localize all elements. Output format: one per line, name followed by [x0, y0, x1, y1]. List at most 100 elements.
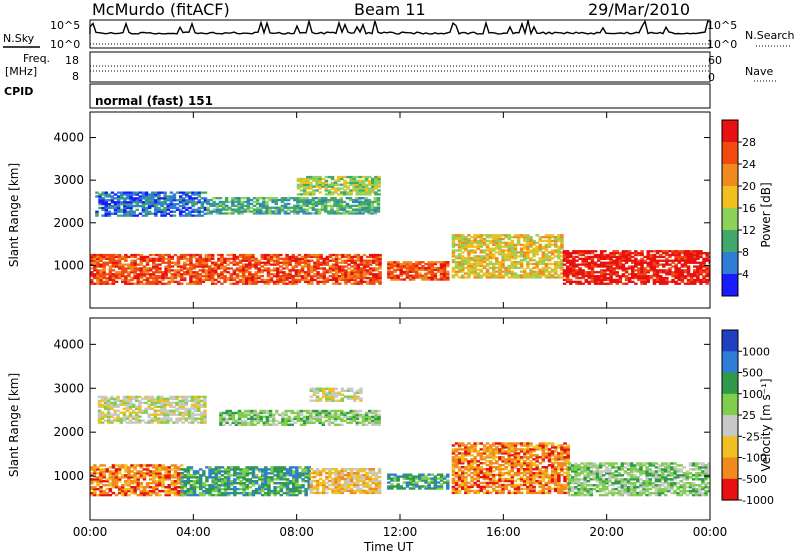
heatmap-cell	[180, 489, 184, 493]
heatmap-cell	[120, 193, 124, 196]
heatmap-cell	[114, 493, 119, 497]
heatmap-cell	[356, 257, 361, 260]
heatmap-cell	[113, 210, 118, 213]
heatmap-cell	[183, 489, 187, 493]
heatmap-cell	[285, 468, 290, 471]
heatmap-cell	[301, 489, 305, 493]
heatmap-cell	[297, 253, 302, 257]
heatmap-cell	[439, 272, 444, 275]
heatmap-cell	[368, 179, 372, 182]
heatmap-cell	[482, 243, 487, 246]
heatmap-cell	[142, 282, 147, 285]
heatmap-cell	[405, 272, 410, 275]
heatmap-cell	[167, 267, 171, 270]
heatmap-cell	[507, 253, 511, 256]
heatmap-cell	[170, 468, 175, 471]
heatmap-cell	[279, 269, 283, 272]
heatmap-cell	[516, 255, 521, 258]
heatmap-cell	[136, 484, 140, 487]
heatmap-cell	[618, 252, 623, 255]
heatmap-cell	[191, 197, 195, 200]
heatmap-cell	[668, 271, 672, 274]
heatmap-cell	[612, 261, 616, 264]
heatmap-cell	[99, 280, 103, 283]
heatmap-cell	[303, 255, 308, 259]
heatmap-cell	[351, 200, 356, 204]
heatmap-cell	[104, 206, 108, 210]
heatmap-cell	[328, 271, 333, 274]
heatmap-cell	[123, 206, 127, 210]
heatmap-cell	[127, 489, 131, 493]
heatmap-cell	[124, 487, 128, 491]
heatmap-cell	[226, 487, 231, 491]
heatmap-cell	[202, 484, 206, 487]
heatmap-cell	[111, 476, 116, 479]
heatmap-cell	[374, 487, 379, 491]
heatmap-cell	[327, 200, 331, 204]
heatmap-cell	[176, 480, 181, 483]
heatmap-cell	[242, 478, 246, 481]
heatmap-cell	[228, 208, 232, 211]
heatmap-cell	[510, 243, 515, 246]
heatmap-cell	[451, 245, 456, 248]
heatmap-cell	[191, 199, 195, 202]
heatmap-cell	[529, 241, 533, 244]
heatmap-cell	[229, 275, 233, 278]
heatmap-cell	[117, 470, 122, 473]
heatmap-cell	[430, 265, 434, 268]
heatmap-cell	[266, 267, 271, 270]
heatmap-cell	[173, 276, 178, 280]
heatmap-cell	[164, 476, 168, 479]
heatmap-cell	[603, 278, 607, 282]
heatmap-cell	[197, 195, 201, 198]
heatmap-cell	[186, 472, 191, 475]
heatmap-cell	[296, 204, 300, 207]
heatmap-cell	[161, 273, 165, 276]
heatmap-cell	[152, 474, 156, 477]
heatmap-cell	[492, 456, 496, 459]
heatmap-cell	[236, 487, 240, 491]
heatmap-cell	[248, 480, 253, 483]
heatmap-cell	[304, 487, 308, 491]
heatmap-cell	[319, 253, 323, 257]
heatmap-cell	[93, 265, 97, 268]
heatmap-cell	[485, 448, 490, 451]
heatmap-cell	[300, 259, 305, 262]
heatmap-cell	[288, 474, 293, 477]
heatmap-cell	[368, 187, 372, 190]
heatmap-cell	[411, 278, 416, 281]
heatmap-cell	[461, 481, 465, 485]
heatmap-cell	[161, 259, 165, 262]
heatmap-cell	[411, 483, 416, 486]
heatmap-cell	[214, 476, 218, 479]
heatmap-cell	[393, 274, 397, 277]
heatmap-cell	[313, 263, 317, 266]
heatmap-cell	[313, 275, 317, 278]
heatmap-cell	[124, 491, 128, 495]
heatmap-cell	[485, 469, 490, 473]
heatmap-cell	[344, 259, 348, 262]
heatmap-cell	[325, 257, 330, 260]
heatmap-cell	[240, 200, 244, 204]
heatmap-cell	[151, 199, 155, 202]
heatmap-cell	[399, 265, 403, 268]
heatmap-cell	[538, 249, 542, 252]
heatmap-cell	[662, 282, 666, 285]
heatmap-cell	[708, 267, 710, 270]
heatmap-cell	[596, 253, 601, 257]
heatmap-cell	[218, 202, 223, 206]
heatmap-cell	[348, 212, 353, 215]
heatmap-cell	[436, 268, 441, 272]
heatmap-cell	[365, 489, 369, 493]
heatmap-cell	[145, 259, 150, 262]
heatmap-cell	[358, 212, 362, 215]
heatmap-cell	[501, 270, 505, 273]
heatmap-cell	[272, 263, 277, 266]
heatmap-cell	[324, 185, 329, 188]
heatmap-cell	[596, 263, 601, 266]
heatmap-cell	[320, 197, 325, 200]
heatmap-cell	[470, 471, 474, 475]
heatmap-cell	[693, 253, 697, 257]
heatmap-cell	[473, 264, 477, 268]
heatmap-cell	[239, 487, 243, 491]
